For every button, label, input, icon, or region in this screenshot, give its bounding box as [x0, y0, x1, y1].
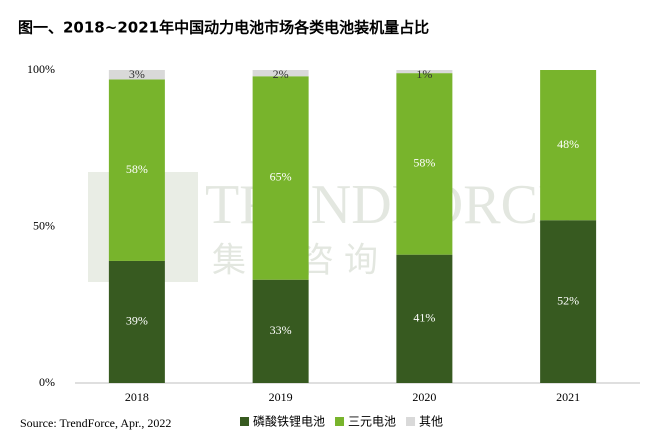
- bar-segment: [396, 70, 453, 74]
- legend-swatch: [240, 417, 249, 426]
- data-label: 65%: [270, 170, 292, 184]
- bar-segment: [108, 70, 165, 80]
- y-tick-label: 100%: [27, 62, 55, 76]
- data-label: 58%: [413, 156, 435, 170]
- x-tick-label: 2020: [412, 390, 436, 404]
- data-label: 1%: [416, 67, 432, 81]
- data-label: 33%: [270, 323, 292, 337]
- y-tick-label: 0%: [39, 375, 55, 389]
- x-tick-label: 2021: [556, 390, 580, 404]
- x-tick-label: 2018: [125, 390, 149, 404]
- bar-segment: [540, 70, 597, 221]
- bar-segment: [252, 76, 309, 280]
- legend-swatch: [406, 417, 416, 426]
- data-label: 39%: [126, 314, 148, 328]
- bar-segment: [396, 73, 453, 255]
- source-note: Source: TrendForce, Apr., 2022: [20, 416, 171, 430]
- data-label: 2%: [273, 67, 289, 81]
- bar-segment: [252, 279, 309, 383]
- data-label: 48%: [557, 137, 579, 151]
- y-tick-label: 50%: [33, 218, 55, 232]
- chart-title: 图一、2018~2021年中国动力电池市场各类电池装机量占比: [18, 19, 429, 37]
- bar-segment: [108, 260, 165, 383]
- data-label: 3%: [129, 67, 145, 81]
- legend-swatch: [335, 417, 345, 426]
- data-label: 52%: [557, 293, 579, 307]
- bar-segment: [108, 79, 165, 261]
- data-label: 58%: [126, 162, 148, 176]
- data-label: 41%: [413, 311, 435, 325]
- bar-segment: [252, 70, 309, 77]
- x-tick-label: 2019: [269, 390, 293, 404]
- legend-label: 磷酸铁锂电池: [253, 414, 325, 429]
- legend-label: 三元电池: [348, 415, 396, 429]
- legend-label: 其他: [419, 415, 443, 429]
- bar-segment: [540, 220, 597, 383]
- bar-segment: [396, 254, 453, 383]
